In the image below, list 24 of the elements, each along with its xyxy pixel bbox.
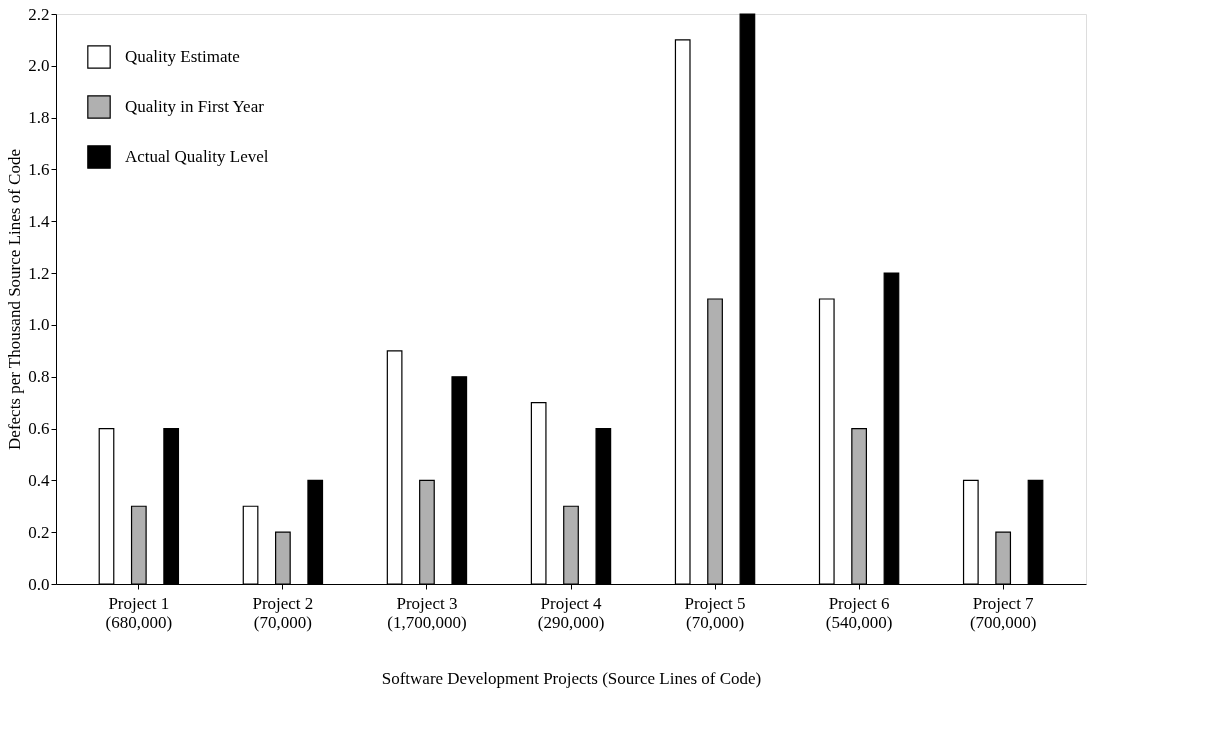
y-tick-label: 1.8: [28, 108, 50, 128]
x-axis-title: Software Development Projects (Source Lines of Code): [381, 668, 762, 688]
y-axis-title: Defects per Thousand Source Lines of Code: [5, 149, 25, 450]
legend-label: Quality in First Year: [125, 97, 265, 116]
y-tick-label: 0.4: [28, 470, 50, 490]
x-tick-label: Project 7 (700,000): [969, 593, 1037, 632]
x-tick-label: Project 5 (70,000): [684, 593, 746, 632]
x-tick-label: Project 3 (1,700,000): [387, 593, 467, 632]
y-tick-label: 1.0: [28, 315, 50, 335]
y-tick-label: 0.0: [28, 574, 50, 594]
y-tick-label: 0.8: [28, 367, 50, 387]
y-tick-label: 2.0: [28, 56, 50, 76]
legend-label: Actual Quality Level: [125, 147, 269, 166]
y-tick-label: 0.2: [28, 522, 50, 542]
x-tick-label: Project 1 (680,000): [105, 593, 173, 632]
x-tick-label: Project 6 (540,000): [825, 593, 893, 632]
x-tick-label: Project 2 (70,000): [252, 593, 314, 632]
y-tick-label: 0.6: [28, 419, 50, 439]
legend-label: Quality Estimate: [125, 47, 240, 66]
y-tick-label: 1.2: [28, 263, 50, 283]
y-tick-label: 1.4: [28, 211, 50, 231]
y-tick-label: 2.2: [28, 4, 50, 24]
x-tick-label: Project 4 (290,000): [537, 593, 605, 632]
y-tick-label: 1.6: [28, 159, 50, 179]
